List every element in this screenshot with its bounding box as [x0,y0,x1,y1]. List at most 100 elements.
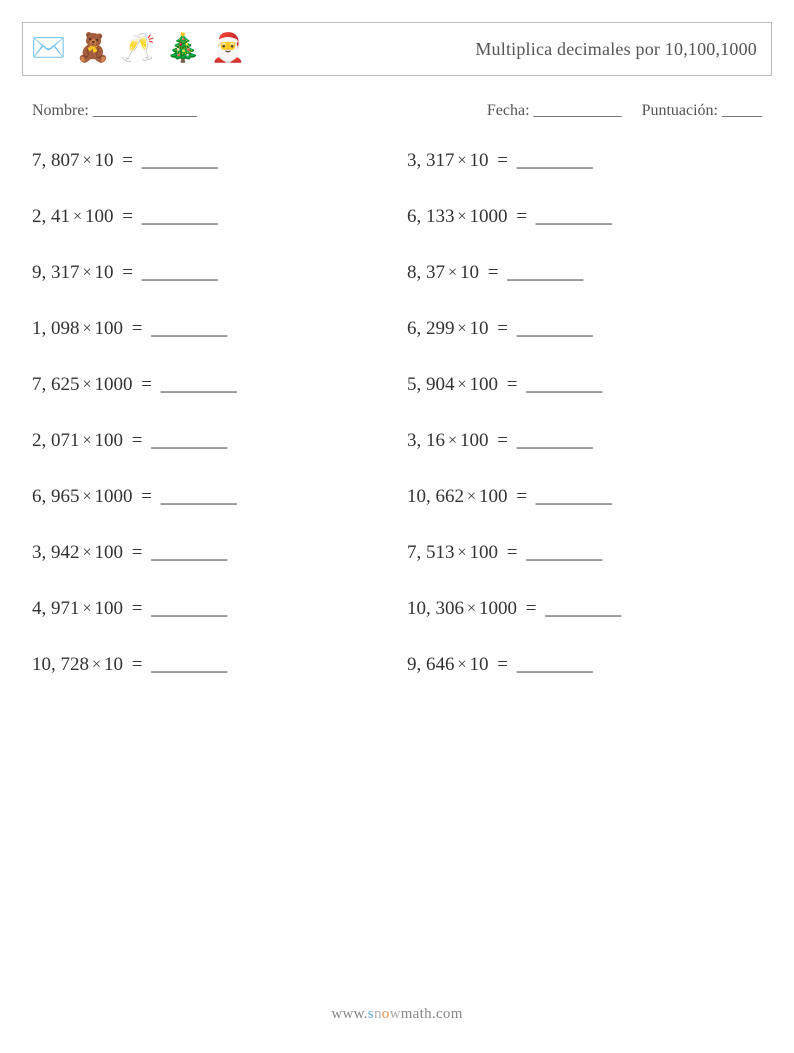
operand-a: 6, 133 [407,206,455,227]
operand-b: 1000 [470,206,508,227]
problem-3-left: 9, 317×10 = ________ [32,262,387,284]
operand-b: 10 [470,150,489,171]
answer-blank: ________ [517,654,593,675]
equals-sign: = [123,430,151,451]
operand-b: 100 [95,542,124,563]
operand-b: 10 [95,262,114,283]
multiply-sign: × [455,376,470,393]
answer-blank: ________ [545,598,621,619]
problem-2-right: 6, 133×1000 = ________ [407,206,762,228]
operand-b: 100 [460,430,489,451]
problem-8-left: 3, 942×100 = ________ [32,542,387,564]
operand-a: 9, 317 [32,262,80,283]
multiply-sign: × [455,152,470,169]
answer-blank: ________ [526,374,602,395]
operand-b: 100 [479,486,508,507]
answer-blank: ________ [151,598,227,619]
footer-url: www.snowmath.com [0,1006,794,1023]
answer-blank: ________ [526,542,602,563]
answer-blank: ________ [517,318,593,339]
equals-sign: = [508,206,536,227]
multiply-sign: × [455,208,470,225]
cheers-icon: 🥂 [121,35,156,63]
multiply-sign: × [80,264,95,281]
answer-blank: ________ [161,486,237,507]
multiply-sign: × [455,320,470,337]
operand-a: 10, 306 [407,598,464,619]
problem-2-left: 2, 41×100 = ________ [32,206,387,228]
problem-1-left: 7, 807×10 = ________ [32,150,387,172]
answer-blank: ________ [536,486,612,507]
operand-a: 4, 971 [32,598,80,619]
multiply-sign: × [80,488,95,505]
operand-a: 3, 16 [407,430,445,451]
multiply-sign: × [80,544,95,561]
operand-a: 3, 942 [32,542,80,563]
problems-grid: 7, 807×10 = ________3, 317×10 = ________… [22,150,772,676]
equals-sign: = [123,542,151,563]
answer-blank: ________ [142,150,218,171]
operand-b: 10 [104,654,123,675]
multiply-sign: × [464,600,479,617]
operand-b: 10 [470,318,489,339]
multiply-sign: × [445,264,460,281]
equals-sign: = [489,654,517,675]
answer-blank: ________ [142,206,218,227]
problem-9-right: 10, 306×1000 = ________ [407,598,762,620]
problem-6-right: 3, 16×100 = ________ [407,430,762,452]
multiply-sign: × [80,152,95,169]
operand-b: 10 [95,150,114,171]
answer-blank: ________ [151,542,227,563]
operand-a: 7, 513 [407,542,455,563]
score-field: Puntuación: _____ [642,102,762,120]
multiply-sign: × [455,544,470,561]
equals-sign: = [133,374,161,395]
answer-blank: ________ [142,262,218,283]
multiply-sign: × [89,656,104,673]
problem-4-left: 1, 098×100 = ________ [32,318,387,340]
operand-a: 7, 625 [32,374,80,395]
operand-a: 3, 317 [407,150,455,171]
multiply-sign: × [464,488,479,505]
equals-sign: = [498,374,526,395]
equals-sign: = [489,430,517,451]
date-field: Fecha: ___________ [487,102,622,120]
equals-sign: = [123,598,151,619]
operand-a: 6, 299 [407,318,455,339]
operand-a: 8, 37 [407,262,445,283]
answer-blank: ________ [161,374,237,395]
operand-b: 100 [470,542,499,563]
multiply-sign: × [80,320,95,337]
operand-b: 1000 [479,598,517,619]
equals-sign: = [133,486,161,507]
answer-blank: ________ [507,262,583,283]
problem-7-right: 10, 662×100 = ________ [407,486,762,508]
operand-b: 100 [95,598,124,619]
problem-1-right: 3, 317×10 = ________ [407,150,762,172]
equals-sign: = [123,654,151,675]
name-field: Nombre: _____________ [32,102,487,120]
answer-blank: ________ [151,430,227,451]
equals-sign: = [489,150,517,171]
equals-sign: = [508,486,536,507]
multiply-sign: × [445,432,460,449]
operand-b: 100 [85,206,114,227]
problem-4-right: 6, 299×10 = ________ [407,318,762,340]
operand-a: 6, 965 [32,486,80,507]
santa-hat-icon: 🎅 [211,35,246,63]
multiply-sign: × [80,432,95,449]
header-box: ✉️ 🧸 🥂 🎄 🎅 Multiplica decimales por 10,1… [22,22,772,76]
equals-sign: = [114,150,142,171]
worksheet-title: Multiplica decimales por 10,100,1000 [475,39,757,60]
answer-blank: ________ [151,318,227,339]
problem-7-left: 6, 965×1000 = ________ [32,486,387,508]
operand-b: 1000 [95,486,133,507]
problem-10-right: 9, 646×10 = ________ [407,654,762,676]
multiply-sign: × [70,208,85,225]
operand-a: 9, 646 [407,654,455,675]
multiply-sign: × [80,376,95,393]
gingerbread-icon: 🧸 [76,35,111,63]
answer-blank: ________ [517,430,593,451]
equals-sign: = [479,262,507,283]
operand-a: 5, 904 [407,374,455,395]
